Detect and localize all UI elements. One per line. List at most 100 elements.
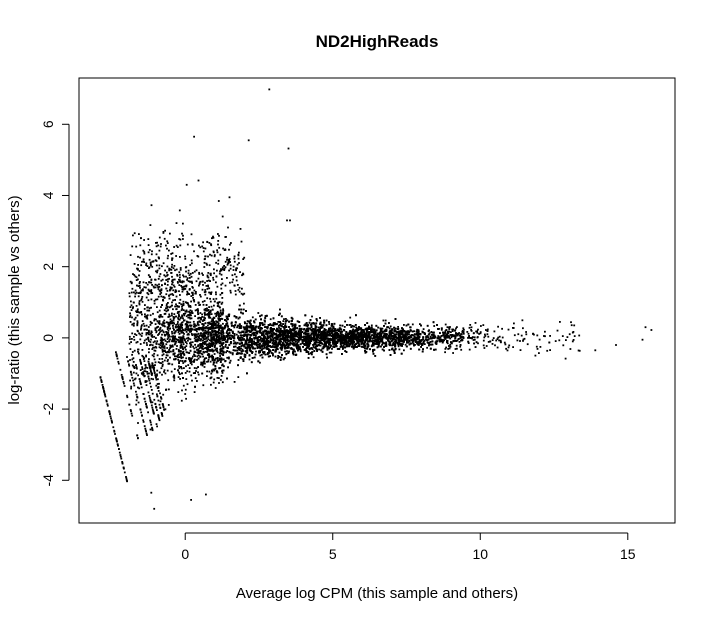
data-point (280, 346, 282, 349)
data-point (254, 318, 257, 321)
data-point (462, 332, 465, 335)
data-point (329, 327, 332, 330)
data-point (290, 316, 293, 319)
data-point (272, 324, 275, 327)
data-point (322, 338, 325, 341)
data-point (321, 332, 324, 335)
data-point (418, 339, 421, 342)
data-point (458, 341, 461, 343)
data-point (303, 348, 306, 351)
data-point (331, 335, 334, 338)
data-point (344, 320, 346, 323)
data-point (350, 339, 353, 341)
data-point (365, 351, 368, 353)
data-point (297, 340, 300, 343)
data-point (252, 342, 255, 345)
data-point (270, 352, 273, 354)
data-point (238, 331, 241, 334)
data-point (319, 326, 322, 329)
data-point (257, 346, 260, 349)
data-point (270, 330, 272, 333)
data-point (331, 348, 333, 350)
data-point (381, 327, 384, 330)
data-point (232, 335, 235, 338)
data-point (323, 345, 326, 348)
data-point (476, 331, 479, 334)
data-point (372, 352, 375, 355)
data-point (412, 338, 415, 340)
data-point (260, 345, 263, 347)
data-point (273, 332, 275, 335)
data-point (272, 354, 274, 357)
data-point (307, 332, 310, 335)
data-point (423, 339, 426, 342)
data-point (247, 333, 250, 336)
data-point (392, 343, 395, 346)
data-point (218, 339, 220, 341)
data-point (158, 257, 160, 260)
data-point (232, 349, 235, 352)
data-point (342, 338, 344, 341)
data-point (235, 353, 238, 355)
data-point (251, 316, 254, 319)
data-point (327, 334, 329, 337)
data-point (381, 348, 384, 351)
data-point (360, 343, 363, 345)
data-point (418, 338, 420, 340)
data-point (322, 347, 325, 350)
data-point (281, 325, 283, 328)
data-point (304, 343, 307, 346)
data-point (253, 334, 255, 337)
data-point (321, 326, 324, 328)
data-point (344, 350, 347, 352)
data-point (396, 342, 399, 345)
data-point (352, 347, 355, 350)
data-point (283, 327, 286, 330)
data-point (281, 354, 283, 356)
data-point (241, 352, 243, 355)
data-point (278, 314, 280, 316)
data-point (235, 333, 238, 336)
data-point (287, 329, 290, 332)
data-point (210, 305, 213, 308)
data-point (430, 343, 432, 346)
data-point (342, 347, 344, 349)
data-point (306, 344, 309, 347)
data-point (315, 325, 318, 328)
data-point (330, 329, 333, 332)
data-point (357, 337, 360, 339)
data-point (211, 327, 214, 330)
data-point (366, 322, 369, 324)
data-point (246, 322, 248, 325)
data-point (343, 337, 345, 340)
data-point (282, 343, 284, 346)
data-point (319, 317, 321, 319)
data-point (409, 347, 412, 350)
data-point (253, 320, 255, 323)
data-point (250, 344, 252, 346)
data-point (275, 340, 277, 343)
data-point (470, 326, 473, 329)
data-point (242, 338, 245, 341)
data-point (342, 334, 345, 336)
data-point (401, 327, 403, 329)
data-point (440, 328, 443, 331)
data-point (174, 299, 176, 301)
data-point (345, 331, 348, 333)
data-point (433, 325, 436, 327)
data-point (222, 308, 224, 311)
data-point (218, 367, 221, 370)
data-point (388, 327, 391, 330)
data-point (260, 353, 263, 356)
data-point (306, 346, 309, 349)
data-point (459, 344, 462, 346)
data-point (339, 339, 341, 342)
data-point (281, 345, 283, 348)
data-point (237, 376, 240, 378)
data-point (196, 321, 199, 323)
data-point (294, 340, 297, 343)
data-point (427, 333, 430, 336)
data-point (448, 328, 451, 330)
data-point (258, 344, 261, 347)
data-point (264, 315, 267, 317)
